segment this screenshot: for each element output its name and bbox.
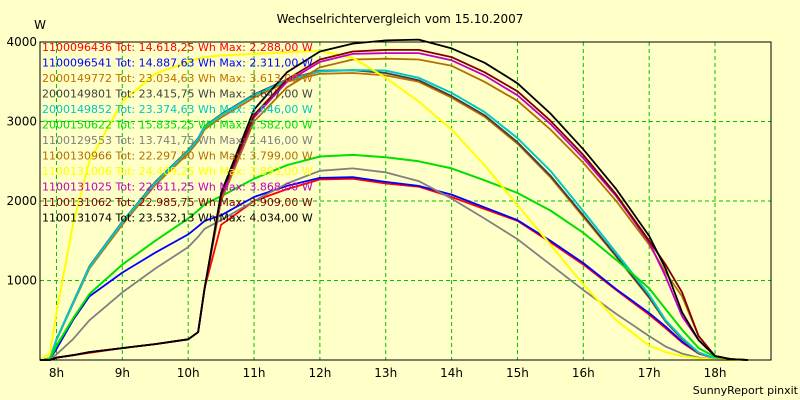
series-line-2 — [39, 176, 749, 361]
y-axis-unit: W — [34, 18, 46, 32]
series-line-5 — [39, 69, 749, 361]
x-tick-label: 14h — [440, 366, 463, 380]
legend-entry: 1100130966 Tot: 22.297,50 Wh Max: 3.799,… — [42, 150, 313, 163]
legend-entry: 1100096541 Tot: 14.887,63 Wh Max: 2.311,… — [42, 57, 313, 70]
x-tick-label: 13h — [374, 366, 397, 380]
x-tick-label: 12h — [308, 366, 331, 380]
y-tick-label: 3000 — [6, 115, 37, 129]
chart-title: Wechselrichtervergleich vom 15.10.2007 — [277, 12, 524, 26]
legend-entry: 1100129553 Tot: 13.741,75 Wh Max: 2.416,… — [42, 134, 313, 147]
axis-ticks: 8h 9h 10h 11h 12h 13h 14h 15h 16h 17h 18h 1000 2000 3… — [6, 35, 726, 380]
x-tick-label: 9h — [115, 366, 130, 380]
y-tick-label: 2000 — [6, 194, 37, 208]
credit-label: SunnyReport pinxit — [693, 384, 799, 397]
legend-entry: 2000149852 Tot: 23.374,63 Wh Max: 3.646,… — [42, 103, 313, 116]
series-line-6 — [39, 153, 749, 361]
y-tick-label: 1000 — [6, 274, 37, 288]
legend-entry: 1100131025 Tot: 22.611,25 Wh Max: 3.868,… — [42, 181, 313, 194]
x-tick-label: 11h — [243, 366, 266, 380]
series-group — [39, 38, 749, 361]
legend: 1100096436 Tot: 14.618,25 Wh Max: 2.288,… — [42, 41, 313, 225]
x-tick-label: 18h — [704, 366, 727, 380]
x-tick-label: 16h — [572, 366, 595, 380]
series-line-7 — [39, 167, 748, 361]
legend-entry: 1100131006 Tot: 24.409,25 Wh Max: 3.893,… — [42, 165, 313, 178]
legend-entry: 2000149772 Tot: 23.034,63 Wh Max: 3.613,… — [42, 72, 313, 85]
x-tick-label: 17h — [638, 366, 661, 380]
x-tick-label: 15h — [506, 366, 529, 380]
legend-entry: 1100096436 Tot: 14.618,25 Wh Max: 2.288,… — [42, 41, 313, 54]
x-tick-label: 8h — [49, 366, 64, 380]
series-line-9 — [39, 49, 748, 361]
legend-entry: 1100131062 Tot: 22.985,75 Wh Max: 3.909,… — [42, 196, 313, 209]
y-tick-label: 4000 — [6, 35, 37, 49]
x-tick-label: 10h — [177, 366, 200, 380]
legend-entry: 1100131074 Tot: 23.532,13 Wh Max: 4.034,… — [42, 212, 313, 225]
legend-entry: 2000149801 Tot: 23.415,75 Wh Max: 3.647,… — [42, 88, 313, 101]
legend-entry: 2000150622 Tot: 15.835,25 Wh Max: 2.582,… — [42, 119, 313, 132]
plot-frame — [39, 41, 772, 361]
